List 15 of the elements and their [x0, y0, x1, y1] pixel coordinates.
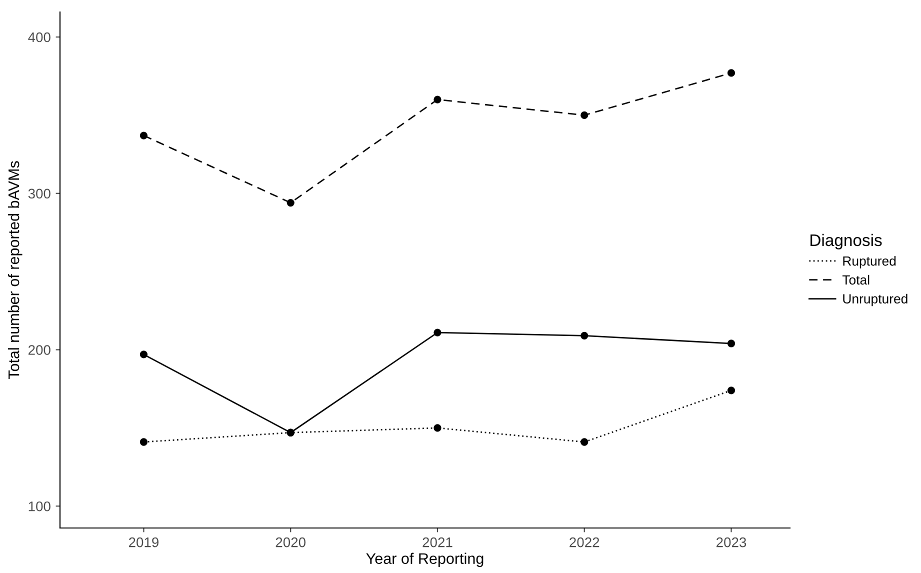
x-tick-label: 2019	[128, 537, 159, 548]
y-tick-label: 200	[28, 345, 50, 355]
x-tick-label: 2022	[570, 537, 600, 548]
legend-label: Ruptured	[843, 256, 896, 268]
legend-title: Diagnosis	[810, 234, 882, 250]
x-axis-title: Year of Reporting	[366, 552, 484, 567]
legend-label: Unruptured	[843, 294, 908, 306]
y-tick-label: 400	[28, 32, 50, 42]
y-tick-label: 300	[28, 188, 50, 199]
y-tick-label: 100	[28, 501, 50, 512]
x-tick-label: 2020	[276, 537, 306, 548]
x-tick-label: 2023	[716, 537, 746, 548]
x-tick-label: 2021	[422, 537, 452, 548]
legend-label: Total	[842, 274, 870, 285]
y-axis-title: Total number of reported bAVMs	[8, 161, 22, 380]
